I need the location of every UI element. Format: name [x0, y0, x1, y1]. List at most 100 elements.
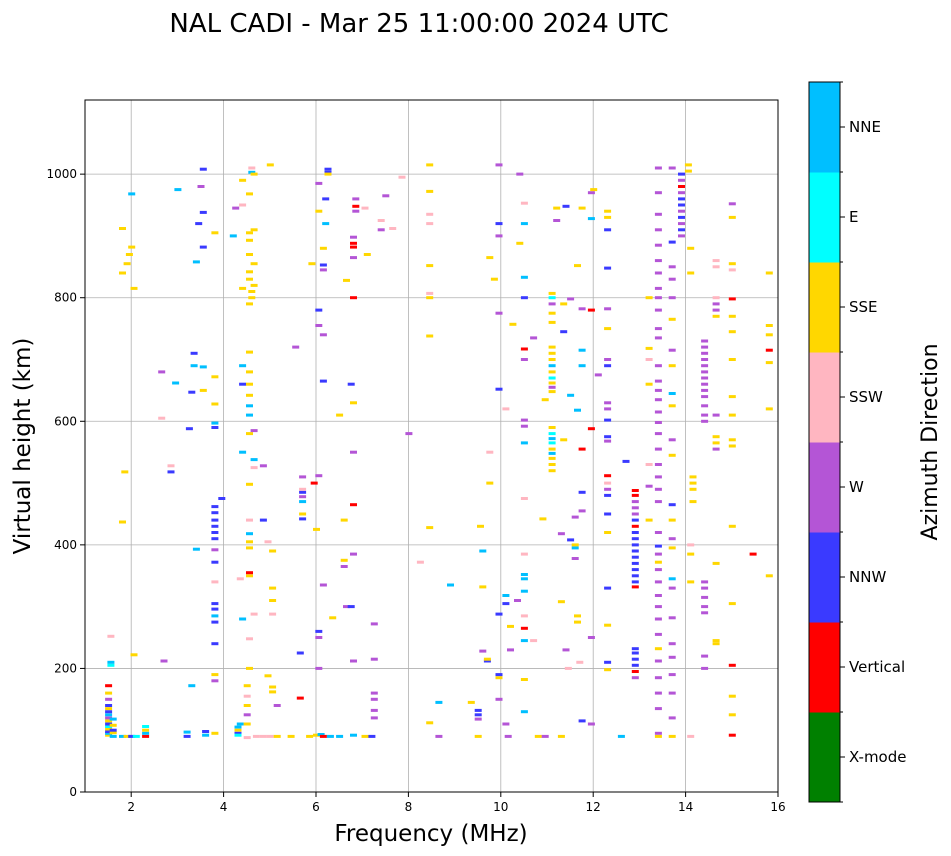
echo-point [654, 594, 662, 597]
echo-point [368, 734, 376, 738]
echo-point [495, 673, 503, 677]
echo-point [211, 614, 219, 618]
echo-point [239, 286, 247, 290]
echo-point [687, 552, 695, 556]
echo-point [199, 210, 207, 214]
colorbar-segment [809, 622, 840, 713]
echo-point [350, 401, 357, 405]
echo-point [246, 238, 253, 242]
echo-point [520, 497, 528, 500]
echo-point [315, 474, 323, 478]
echo-point [477, 524, 484, 528]
echo-point [158, 370, 166, 374]
echo-point [435, 734, 443, 738]
echo-point [654, 560, 662, 564]
echo-point [645, 518, 653, 522]
echo-point [105, 704, 113, 707]
echo-point [340, 518, 348, 522]
echo-point [347, 382, 355, 386]
echo-point [687, 246, 695, 250]
echo-point [105, 725, 113, 728]
echo-point [520, 552, 528, 556]
echo-point [199, 365, 207, 369]
echo-point [211, 560, 219, 564]
echo-point [142, 728, 150, 732]
echo-point [490, 277, 498, 281]
echo-point [474, 717, 482, 721]
echo-point [211, 511, 219, 515]
echo-point [687, 543, 695, 547]
echo-point [299, 490, 307, 494]
echo-point [604, 364, 612, 368]
echo-point [319, 246, 327, 250]
echo-point [576, 660, 584, 664]
x-axis-label: Frequency (MHz) [334, 821, 527, 847]
echo-point [211, 524, 219, 528]
echo-point [105, 727, 113, 731]
echo-point [560, 438, 568, 442]
echo-point [232, 206, 240, 210]
echo-point [631, 489, 639, 492]
echo-point [269, 612, 277, 616]
echo-point [604, 358, 612, 361]
echo-point [654, 191, 662, 195]
echo-point [604, 531, 612, 534]
echo-point [243, 736, 251, 740]
echo-point [246, 404, 253, 408]
colorbar-category-label: SSE [849, 298, 878, 316]
echo-point [654, 447, 662, 451]
echo-point [128, 192, 136, 196]
echo-point [229, 234, 237, 238]
echo-point [520, 296, 528, 300]
echo-point [199, 245, 207, 249]
echo-point [701, 413, 709, 417]
echo-point [310, 481, 318, 485]
echo-point [520, 573, 528, 576]
echo-point [211, 679, 219, 683]
echo-point [587, 427, 595, 431]
echo-point [631, 651, 639, 655]
echo-point [483, 659, 491, 663]
echo-point [728, 733, 736, 737]
echo-point [190, 351, 198, 355]
echo-point [121, 470, 129, 474]
echo-point [668, 240, 676, 244]
echo-point [668, 734, 676, 738]
echo-point [604, 493, 612, 497]
colorbar-segment [809, 262, 840, 353]
echo-point [678, 209, 685, 213]
echo-point [158, 416, 166, 420]
echo-point [142, 731, 150, 735]
echo-point [604, 481, 612, 485]
echo-point [264, 540, 272, 544]
echo-point [507, 648, 514, 652]
echo-point [520, 614, 528, 618]
echo-point [486, 481, 494, 485]
echo-point [495, 234, 503, 238]
echo-point [202, 730, 210, 733]
echo-point [306, 734, 314, 738]
echo-point [416, 560, 424, 564]
echo-point [426, 526, 434, 530]
echo-point [250, 466, 258, 470]
echo-point [654, 410, 662, 414]
echo-point [631, 500, 639, 504]
echo-point [654, 605, 662, 609]
echo-point [426, 291, 434, 295]
echo-point [259, 464, 267, 468]
echo-point [315, 324, 323, 327]
echo-point [548, 463, 556, 466]
echo-point [243, 684, 251, 688]
echo-point [645, 484, 653, 488]
echo-point [347, 605, 355, 609]
echo-point [631, 493, 639, 497]
echo-point [246, 666, 253, 670]
echo-point [548, 320, 556, 324]
echo-point [578, 206, 586, 210]
echo-point [128, 734, 136, 738]
echo-point [246, 574, 253, 578]
echo-point [246, 571, 253, 575]
echo-point [273, 734, 281, 738]
echo-point [474, 713, 482, 717]
echo-point [678, 185, 685, 188]
